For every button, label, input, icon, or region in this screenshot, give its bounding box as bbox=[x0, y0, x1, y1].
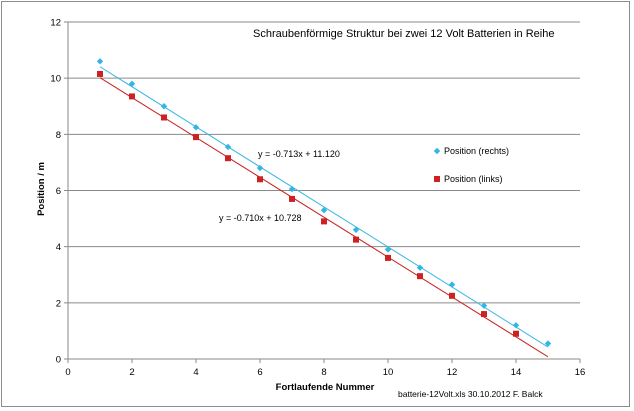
data-point-links-5 bbox=[225, 155, 231, 162]
x-tick-label-2: 2 bbox=[129, 367, 134, 378]
y-axis-title: Position / m bbox=[36, 162, 47, 216]
x-tick-label-14: 14 bbox=[511, 367, 522, 378]
data-point-links-1 bbox=[97, 70, 103, 77]
data-point-rechts-2 bbox=[128, 80, 136, 87]
y-tick-label-10: 10 bbox=[50, 74, 61, 85]
legend: Position (rechts) Position (links) bbox=[433, 146, 509, 184]
gridlines bbox=[68, 21, 580, 304]
equation-links: y = -0.710x + 10.728 bbox=[219, 213, 302, 223]
y-tick-label-8: 8 bbox=[56, 130, 61, 141]
data-point-links-7 bbox=[289, 195, 295, 202]
legend-symbol-rechts bbox=[433, 147, 441, 155]
legend-symbol-links bbox=[434, 176, 440, 182]
data-point-links-3 bbox=[161, 114, 167, 121]
data-point-links-13 bbox=[481, 311, 487, 318]
y-tick-label-0: 0 bbox=[56, 355, 61, 366]
data-point-rechts-15 bbox=[544, 340, 552, 347]
tick-labels: 0 2 4 6 8 10 12 0 2 4 6 8 10 12 14 16 bbox=[50, 18, 585, 379]
x-tick-label-0: 0 bbox=[65, 367, 70, 378]
data-point-links-14 bbox=[513, 330, 519, 337]
data-point-rechts-10 bbox=[384, 246, 392, 253]
data-point-links-10 bbox=[385, 254, 391, 261]
data-point-links-12 bbox=[449, 292, 455, 299]
x-tick-label-12: 12 bbox=[447, 367, 458, 378]
equation-rechts: y = -0.713x + 11.120 bbox=[258, 149, 340, 159]
trendlines bbox=[99, 66, 549, 358]
data-points bbox=[96, 58, 552, 347]
x-tick-label-8: 8 bbox=[321, 367, 326, 378]
x-tick-label-16: 16 bbox=[575, 367, 586, 378]
data-point-links-6 bbox=[257, 176, 263, 183]
y-tick-label-2: 2 bbox=[56, 298, 61, 309]
y-tick-label-4: 4 bbox=[56, 242, 61, 253]
x-tick-label-4: 4 bbox=[193, 367, 198, 378]
chart-title: Schraubenförmige Struktur bei zwei 12 Vo… bbox=[253, 28, 554, 40]
trendline-links bbox=[99, 77, 549, 358]
data-point-links-4 bbox=[193, 134, 199, 141]
data-point-links-11 bbox=[417, 273, 423, 280]
data-point-rechts-13 bbox=[480, 302, 488, 309]
data-point-rechts-4 bbox=[192, 124, 200, 131]
y-tick-label-12: 12 bbox=[50, 18, 61, 29]
data-point-rechts-7 bbox=[288, 185, 296, 193]
data-point-rechts-1 bbox=[96, 58, 104, 65]
data-point-rechts-6 bbox=[256, 164, 264, 172]
x-tick-label-10: 10 bbox=[383, 367, 394, 378]
y-tick-label-6: 6 bbox=[56, 186, 61, 197]
data-point-rechts-5 bbox=[224, 143, 232, 151]
data-point-rechts-12 bbox=[448, 281, 456, 288]
data-point-rechts-3 bbox=[160, 103, 168, 110]
data-point-links-8 bbox=[321, 218, 327, 225]
legend-label-rechts: Position (rechts) bbox=[444, 146, 509, 156]
trendline-rechts bbox=[99, 66, 549, 348]
legend-marker-rechts bbox=[433, 147, 441, 155]
legend-label-links: Position (links) bbox=[444, 174, 503, 184]
footnote: batterie-12Volt.xls 30.10.2012 F. Balck bbox=[398, 389, 543, 399]
data-point-links-2 bbox=[129, 93, 135, 100]
x-axis-title: Fortlaufende Nummer bbox=[276, 382, 375, 393]
data-point-rechts-14 bbox=[512, 322, 520, 329]
data-point-rechts-11 bbox=[416, 264, 424, 271]
data-point-rechts-8 bbox=[320, 206, 328, 214]
x-tick-label-6: 6 bbox=[257, 367, 262, 378]
data-point-links-9 bbox=[353, 236, 359, 243]
legend-marker-links bbox=[434, 176, 440, 182]
axes bbox=[64, 21, 581, 363]
data-point-rechts-9 bbox=[352, 226, 360, 234]
